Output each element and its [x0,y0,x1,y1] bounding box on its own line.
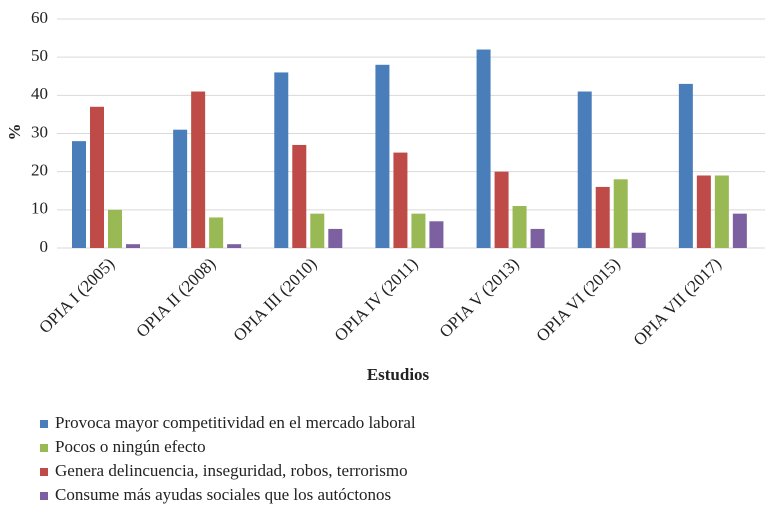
y-tick-label: 0 [40,237,49,256]
bar [631,232,646,248]
bar [375,64,390,248]
x-tick-label: OPIA II (2008) [132,254,219,341]
legend-label: Pocos o ningún efecto [55,437,206,456]
bar [274,72,289,248]
bar [530,228,545,248]
bar [595,186,610,248]
bar [476,49,491,249]
y-tick-label: 20 [31,161,48,180]
x-tick-label: OPIA V (2013) [436,254,523,341]
legend-swatch [40,468,48,476]
y-tick-label: 50 [31,46,48,65]
x-tick-label: OPIA VI (2015) [533,254,624,345]
bar [678,83,693,248]
bar [732,213,747,248]
bar [173,129,188,248]
legend-swatch [40,492,48,500]
bar [108,209,122,248]
x-tick-label: OPIA VII (2017) [630,254,725,349]
bar [72,141,86,248]
bar [714,175,729,248]
legend-swatch [40,444,48,452]
x-tick-label: OPIA III (2010) [230,254,321,345]
bar [613,179,628,248]
bar [512,206,527,248]
bar [292,144,307,248]
bar [209,217,224,248]
y-tick-label: 60 [31,8,48,27]
legend-label: Consume más ayudas sociales que los autó… [55,485,391,504]
bar [577,91,592,249]
bar [310,213,325,248]
bar [429,221,444,248]
x-tick-label: OPIA I (2005) [35,254,118,337]
x-tick-label: OPIA IV (2011) [331,254,422,345]
bar [696,175,711,248]
legend-label: Genera delincuencia, inseguridad, robos,… [55,461,408,480]
bar [393,152,408,248]
y-tick-label: 30 [31,122,48,141]
bar [494,171,509,248]
bar [126,244,140,248]
bar [328,228,343,248]
x-axis-label: Estudios [367,365,430,384]
y-axis-label: % [5,124,24,141]
bar [191,91,206,249]
y-tick-label: 40 [31,84,48,103]
bar [227,244,242,248]
y-tick-label: 10 [31,199,48,218]
legend-swatch [40,420,48,428]
legend-label: Provoca mayor competitividad en el merca… [55,413,416,432]
bar [411,213,426,248]
bar [90,106,104,249]
